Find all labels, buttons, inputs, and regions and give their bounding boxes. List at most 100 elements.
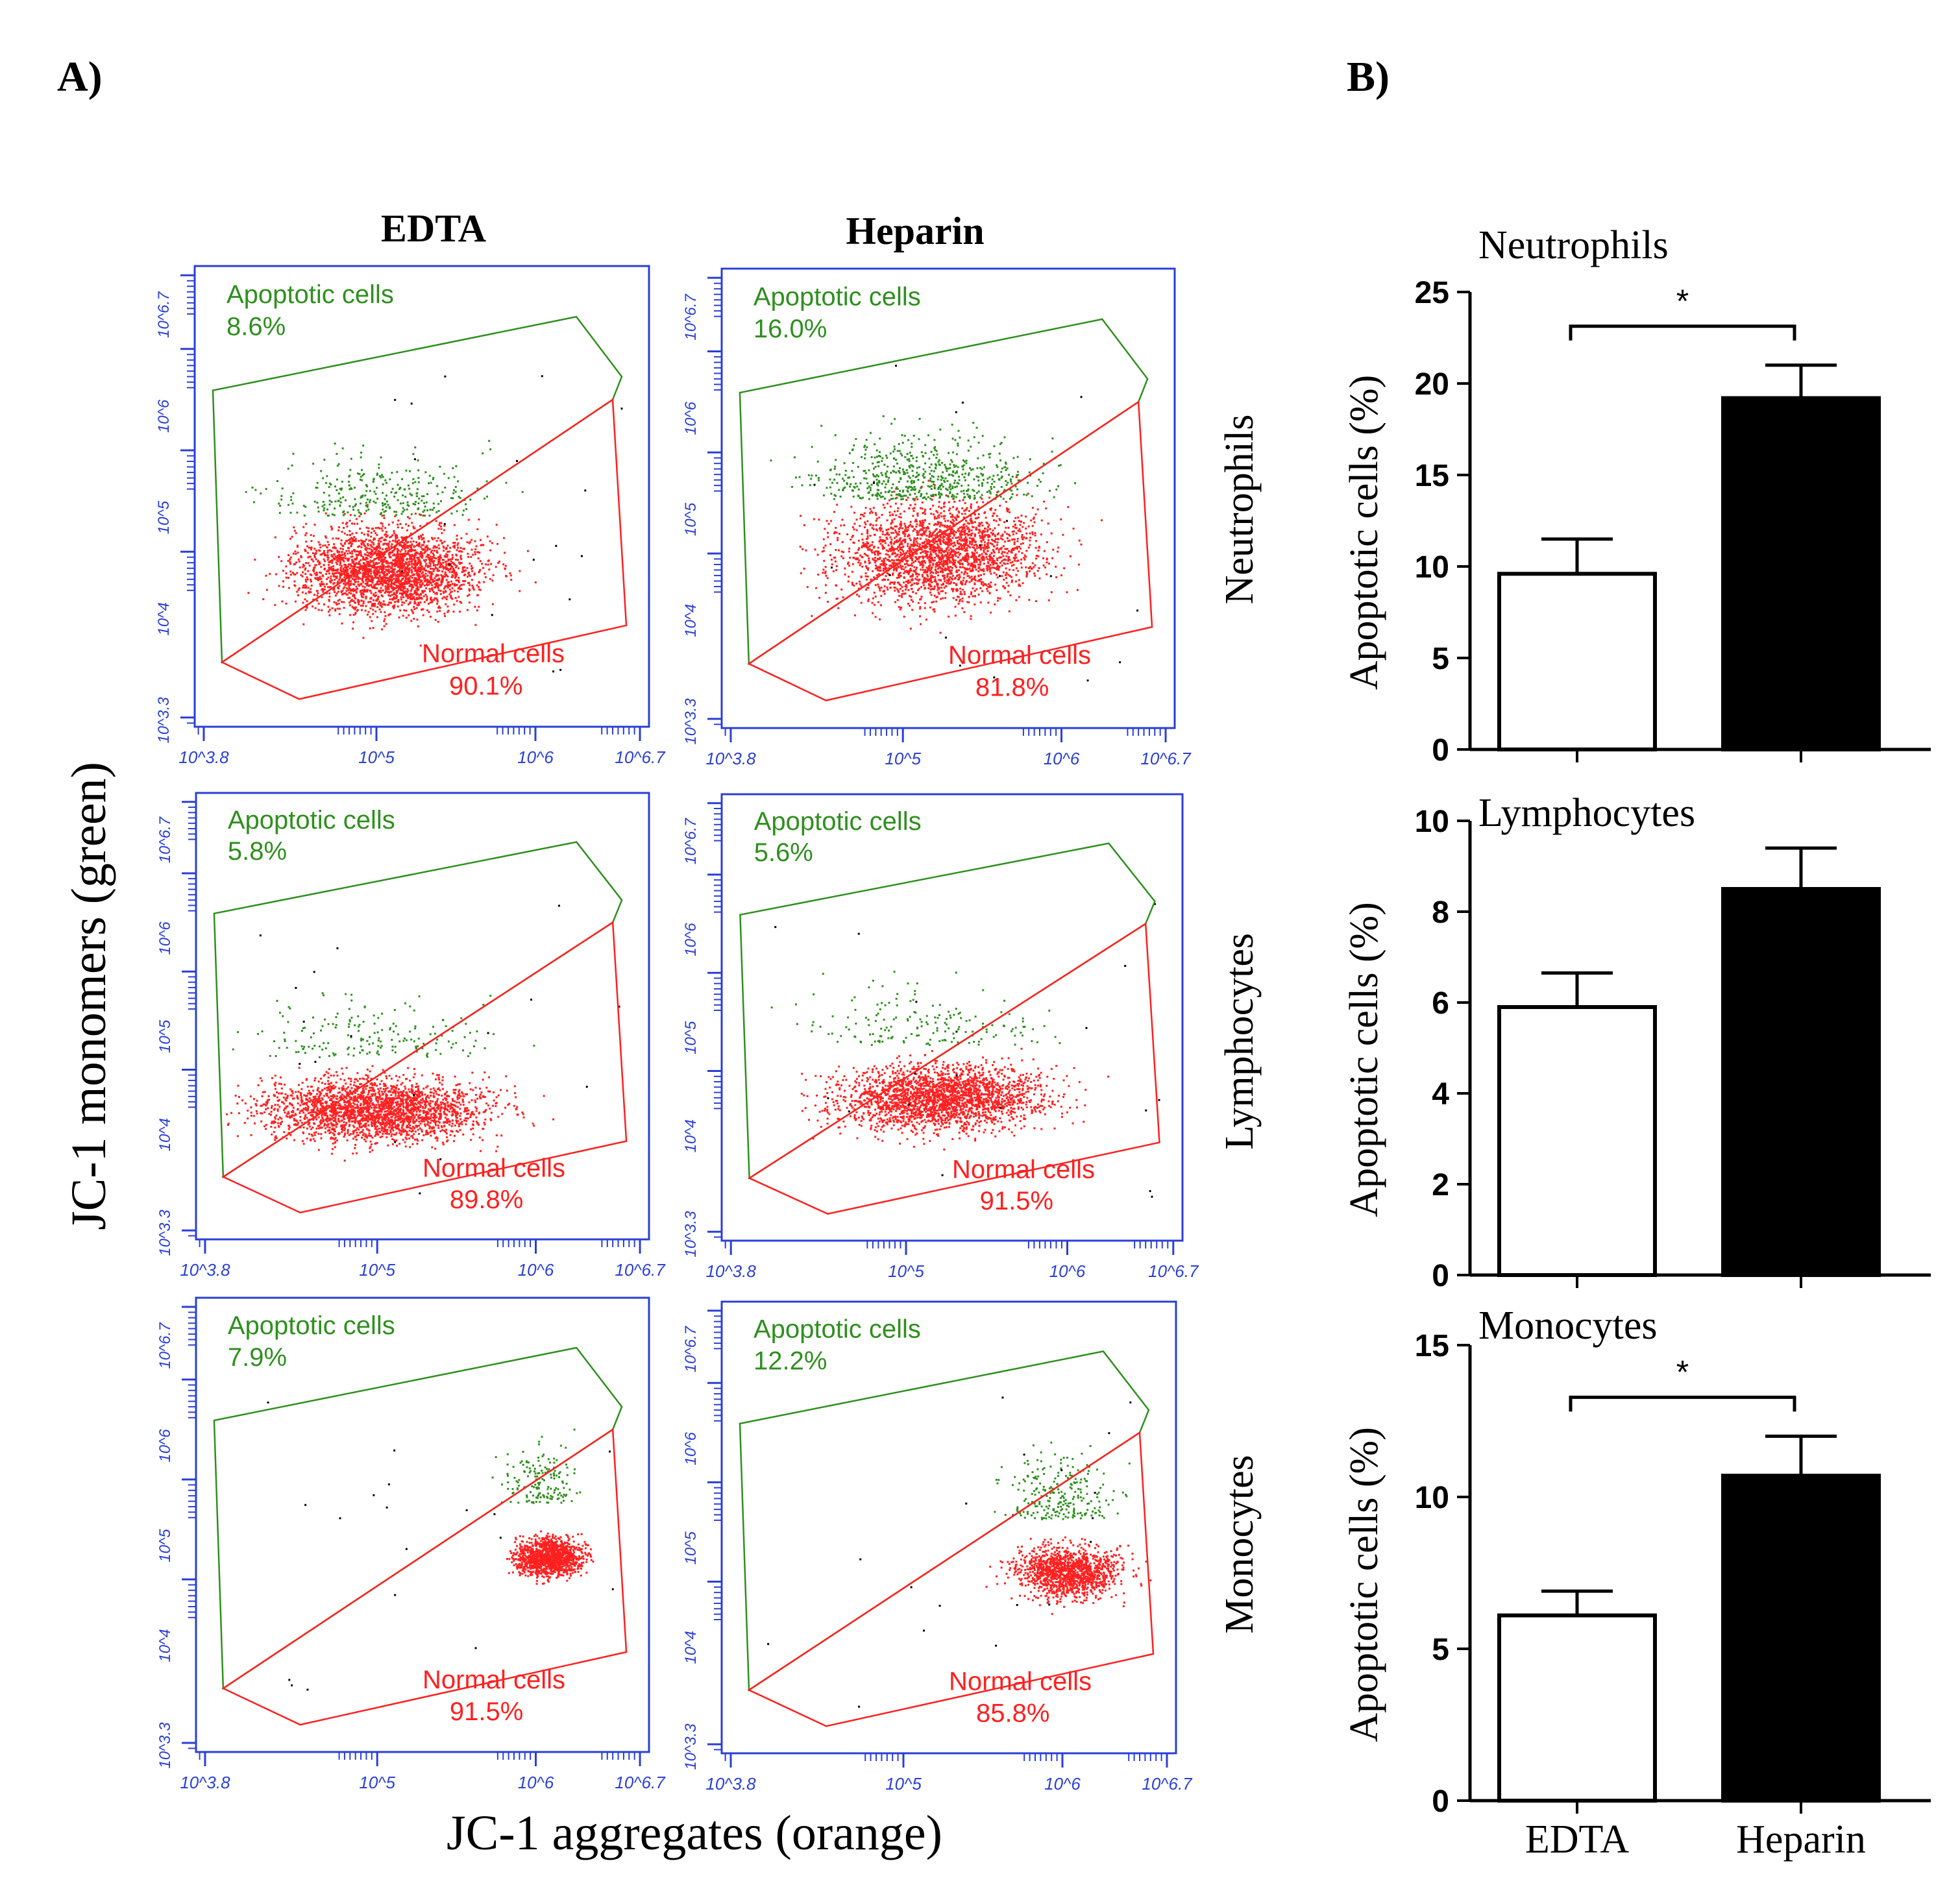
normal-cell-dot — [338, 553, 341, 556]
normal-cell-dot — [432, 590, 435, 593]
normal-cell-dot — [447, 609, 450, 612]
normal-cell-dot — [999, 548, 1002, 550]
normal-cell-dot — [989, 559, 992, 562]
normal-cell-dot — [1017, 529, 1020, 532]
normal-cell-dot — [393, 607, 395, 609]
normal-cell-dot — [440, 539, 443, 542]
normal-cell-dot — [948, 509, 950, 512]
normal-cell-dot — [390, 585, 393, 588]
normal-cell-dot — [975, 528, 977, 531]
normal-cell-dot — [447, 569, 450, 572]
normal-cell-dot — [408, 567, 411, 570]
normal-cell-dot — [391, 543, 393, 546]
normal-cell-dot — [362, 590, 365, 593]
normal-cell-dot — [926, 571, 929, 574]
normal-cell-dot — [382, 548, 384, 551]
normal-cell-dot — [1018, 520, 1020, 522]
normal-cell-dot — [958, 574, 961, 576]
normal-cell-dot — [343, 553, 346, 555]
normal-cell-dot — [929, 507, 932, 510]
normal-cell-dot — [964, 533, 966, 536]
normal-cell-dot — [901, 565, 904, 568]
normal-cell-dot — [454, 597, 457, 600]
normal-cell-dot — [404, 566, 407, 569]
normal-cell-dot — [874, 616, 877, 618]
normal-cell-dot — [430, 558, 432, 561]
apoptotic-cell-dot — [373, 491, 376, 493]
normal-cell-dot — [349, 604, 351, 607]
normal-cell-dot — [332, 555, 334, 558]
normal-cell-dot — [382, 525, 384, 528]
normal-cell-dot — [921, 533, 924, 536]
apoptotic-cell-dot — [396, 470, 398, 473]
normal-cell-dot — [964, 541, 966, 543]
normal-cell-dot — [937, 555, 940, 557]
normal-cell-dot — [920, 623, 922, 626]
apoptotic-cell-dot — [360, 456, 362, 459]
normal-cell-dot — [353, 596, 356, 599]
normal-cell-dot — [460, 562, 463, 565]
normal-cell-dot — [305, 541, 308, 543]
normal-cell-dot — [866, 535, 869, 537]
normal-cell-dot — [358, 540, 360, 542]
normal-cell-dot — [1006, 537, 1009, 540]
normal-cell-dot — [289, 537, 292, 540]
normal-cell-dot — [382, 565, 385, 568]
normal-cell-dot — [345, 564, 347, 566]
normal-cell-dot — [481, 544, 484, 546]
normal-cell-dot — [947, 519, 949, 522]
normal-cell-dot — [943, 577, 946, 579]
normal-cell-dot — [392, 554, 395, 557]
normal-cell-dot — [373, 561, 375, 564]
normal-cell-dot — [430, 571, 433, 574]
normal-cell-dot — [382, 589, 384, 592]
normal-cell-dot — [343, 607, 345, 609]
apoptotic-cell-dot — [393, 495, 396, 498]
normal-cell-dot — [944, 541, 947, 543]
ungated-event-dot — [410, 402, 413, 405]
normal-cell-dot — [426, 566, 429, 568]
normal-cell-dot — [865, 553, 868, 556]
normal-cell-dot — [909, 537, 911, 540]
normal-cell-dot — [877, 601, 879, 603]
normal-cell-dot — [443, 529, 445, 531]
normal-cell-dot — [957, 528, 960, 530]
normal-cell-dot — [413, 546, 415, 548]
normal-cell-dot — [962, 499, 964, 502]
normal-cell-dot — [380, 571, 383, 574]
normal-cell-dot — [359, 528, 361, 530]
normal-cell-dot — [827, 531, 829, 534]
normal-cell-dot — [336, 582, 339, 585]
normal-cell-dot — [423, 559, 425, 561]
normal-cell-dot — [901, 543, 903, 546]
apoptotic-cell-dot — [404, 488, 406, 491]
normal-cell-dot — [383, 539, 386, 541]
normal-cell-dot — [349, 583, 352, 586]
normal-cell-dot — [382, 543, 385, 546]
normal-cell-dot — [328, 561, 330, 563]
normal-cell-dot — [900, 503, 903, 505]
normal-cell-dot — [939, 542, 942, 545]
normal-cell-dot — [482, 544, 485, 546]
normal-cell-dot — [397, 600, 400, 603]
normal-cell-dot — [1008, 511, 1011, 513]
normal-cell-dot — [430, 599, 433, 602]
normal-cell-dot — [979, 563, 981, 566]
normal-cell-dot — [925, 529, 927, 531]
normal-cell-dot — [367, 601, 370, 603]
apoptotic-cell-dot — [484, 497, 486, 500]
normal-cell-dot — [887, 528, 890, 531]
normal-cell-dot — [454, 558, 457, 561]
panel-a-label: A) — [57, 53, 103, 101]
normal-cell-dot — [285, 576, 288, 579]
apoptotic-cell-dot — [348, 484, 350, 487]
normal-cell-dot — [1007, 563, 1009, 565]
apoptotic-cell-dot — [452, 467, 454, 470]
normal-cell-dot — [405, 523, 408, 526]
normal-cell-dot — [325, 573, 328, 576]
normal-cell-dot — [420, 609, 423, 611]
normal-cell-dot — [937, 567, 939, 570]
apoptotic-cell-dot — [360, 513, 362, 515]
normal-cell-dot — [888, 499, 890, 502]
normal-cell-dot — [265, 589, 268, 591]
